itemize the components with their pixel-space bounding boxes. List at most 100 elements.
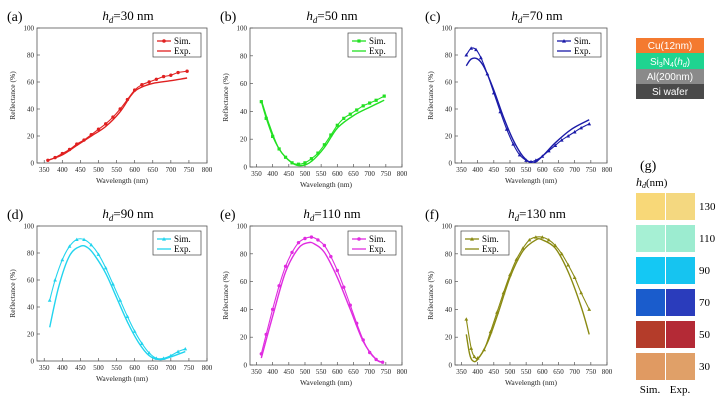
panel-b-ytick-label: 80 [240,52,248,60]
panel-f-sim-point [540,235,545,239]
panel-e-sim-point [303,236,307,241]
panel-f-legend: Sim.Exp. [460,230,510,256]
swatch-sim-90 [636,257,665,284]
panel-c-legend-box [552,32,602,58]
panel-b-xtick-label: 650 [348,170,359,178]
panel-b-sim-point [368,101,372,105]
panel-c-sim-point [559,138,564,142]
panel-f-sim-point [572,275,577,279]
swatch-header: hd(nm) [636,175,668,190]
panel-e-sim-point [290,250,294,255]
panel-e-legend-box [347,230,397,256]
panel-b-ytick-label: 100 [237,25,248,33]
layer-al-label: Al(200nm) [647,72,693,83]
panel-c-xtick-label: 350 [456,166,467,174]
panel-f-sim-point [469,346,474,350]
panel-c-xtick-label: 800 [602,166,613,174]
panel-b-series-exp-line [260,99,385,167]
panel-f-series-exp-line [465,237,590,363]
panel-f-xtick-label: 750 [586,368,597,376]
panel-a-xtick-label: 450 [75,166,86,174]
panel-d-xtick-label: 650 [147,364,158,372]
panel-b-legend: Sim.Exp. [347,32,397,58]
panel-d-frame [36,225,208,362]
panel-b-legend-label: Exp. [369,46,386,56]
panel-d-xtick-label: 800 [202,364,213,372]
panel-d-sim-point [74,237,79,242]
panel-e-ytick-label: 40 [240,306,248,314]
panel-f-sim-point [527,238,532,242]
panel-c-sim-point [464,53,469,57]
panel-c-ytick-label: 60 [445,79,453,87]
swatch-exp-90 [666,257,695,284]
panel-d-xtick-label: 750 [184,364,195,372]
panel-a-legend: Sim.Exp. [152,32,202,58]
panel-c-sim-point [504,127,509,131]
panel-c-legend-marker [562,39,566,43]
panel-b-xtick-label: 750 [381,170,392,178]
panel-d-sim-point [125,314,130,318]
panel-b-ytick-label: 20 [240,136,248,144]
panel-f-xtick-label: 400 [472,368,483,376]
panel-b-sim-point [264,116,268,120]
panel-a-xtick-label: 700 [166,166,177,174]
panel-d-legend-marker [162,237,166,241]
panel-c-plot [464,46,592,163]
layer-si-wafer [636,84,704,99]
swatch-sim-70 [636,289,665,316]
panel-a-xtick-label: 550 [111,166,122,174]
panel-d-legend: Sim.Exp. [152,230,202,256]
swatch-sim-50 [636,321,665,348]
panel-a-ylabel: Reflectance (%) [8,71,17,120]
panel-f-sim-point [579,290,584,295]
panel-d-ytick-label: 100 [24,223,35,231]
panel-c-xtick-label: 400 [472,166,483,174]
panel-d-sim-point [147,351,152,355]
panel-b-xtick-label: 700 [364,170,375,178]
panel-e-sim-point [283,264,288,269]
swatch-exp-50 [666,321,695,348]
panel-d-xtick-label: 550 [111,364,122,372]
panel-b-xtick-label: 800 [397,170,408,178]
panel-f-ytick-label: 40 [445,306,453,314]
panel-e-legend: Sim.Exp. [347,230,397,256]
panel-f-legend-box [460,230,510,256]
panel-d-sim-point [53,278,57,282]
panel-f-sim-point [472,354,477,359]
panel-d-title: hd=90 nm [102,206,153,223]
panel-e-frame [249,225,403,366]
panel-e-xtick-label: 350 [251,368,262,376]
panel-d-legend-label: Exp. [174,244,191,254]
panel-e-sim-point [296,240,301,245]
panel-a-plot [46,69,189,162]
layer-stack: Cu(12nm) Si3N4(hd) Al(200nm) Si wafer [636,38,704,99]
panel-c-ytick-label: 40 [445,106,453,114]
panel-b-label: (b) [220,10,237,25]
swatch-value-50: 50 [699,329,711,341]
panel-d-xtick-label: 400 [57,364,68,372]
panel-f-sim-point [587,307,592,311]
panel-d-sim-point [139,341,144,345]
panel-e-ylabel: Reflectance (%) [221,271,230,320]
panel-f-sim-point [566,263,571,267]
swatch-exp-30 [666,353,695,380]
panel-c-sim-point [566,134,571,138]
panel-c-legend-label: Sim. [574,36,591,46]
panel-f-ytick-label: 100 [442,223,453,231]
panel-c-sim-point [579,126,584,130]
panel-e-ytick-label: 100 [237,223,248,231]
panel-e-sim-point [329,254,333,259]
panel-d-label: (d) [7,208,24,223]
panel-f-ytick-label: 20 [445,334,453,342]
panel-e-sim-point [342,285,346,289]
panel-c-legend: Sim.Exp. [552,32,602,58]
panel-a-xtick-label: 650 [147,166,158,174]
panel-d-ytick-label: 60 [27,277,35,285]
panel-b-title: hd=50 nm [306,8,357,25]
panel-e-sim-point [380,360,385,364]
panel-b-xtick-label: 600 [332,170,343,178]
panel-d-xtick-label: 450 [75,364,86,372]
layer-si-wafer-label: Si wafer [652,87,689,98]
panel-d-sim-point [103,265,108,270]
panel-f-ytick-label: 60 [445,278,453,286]
